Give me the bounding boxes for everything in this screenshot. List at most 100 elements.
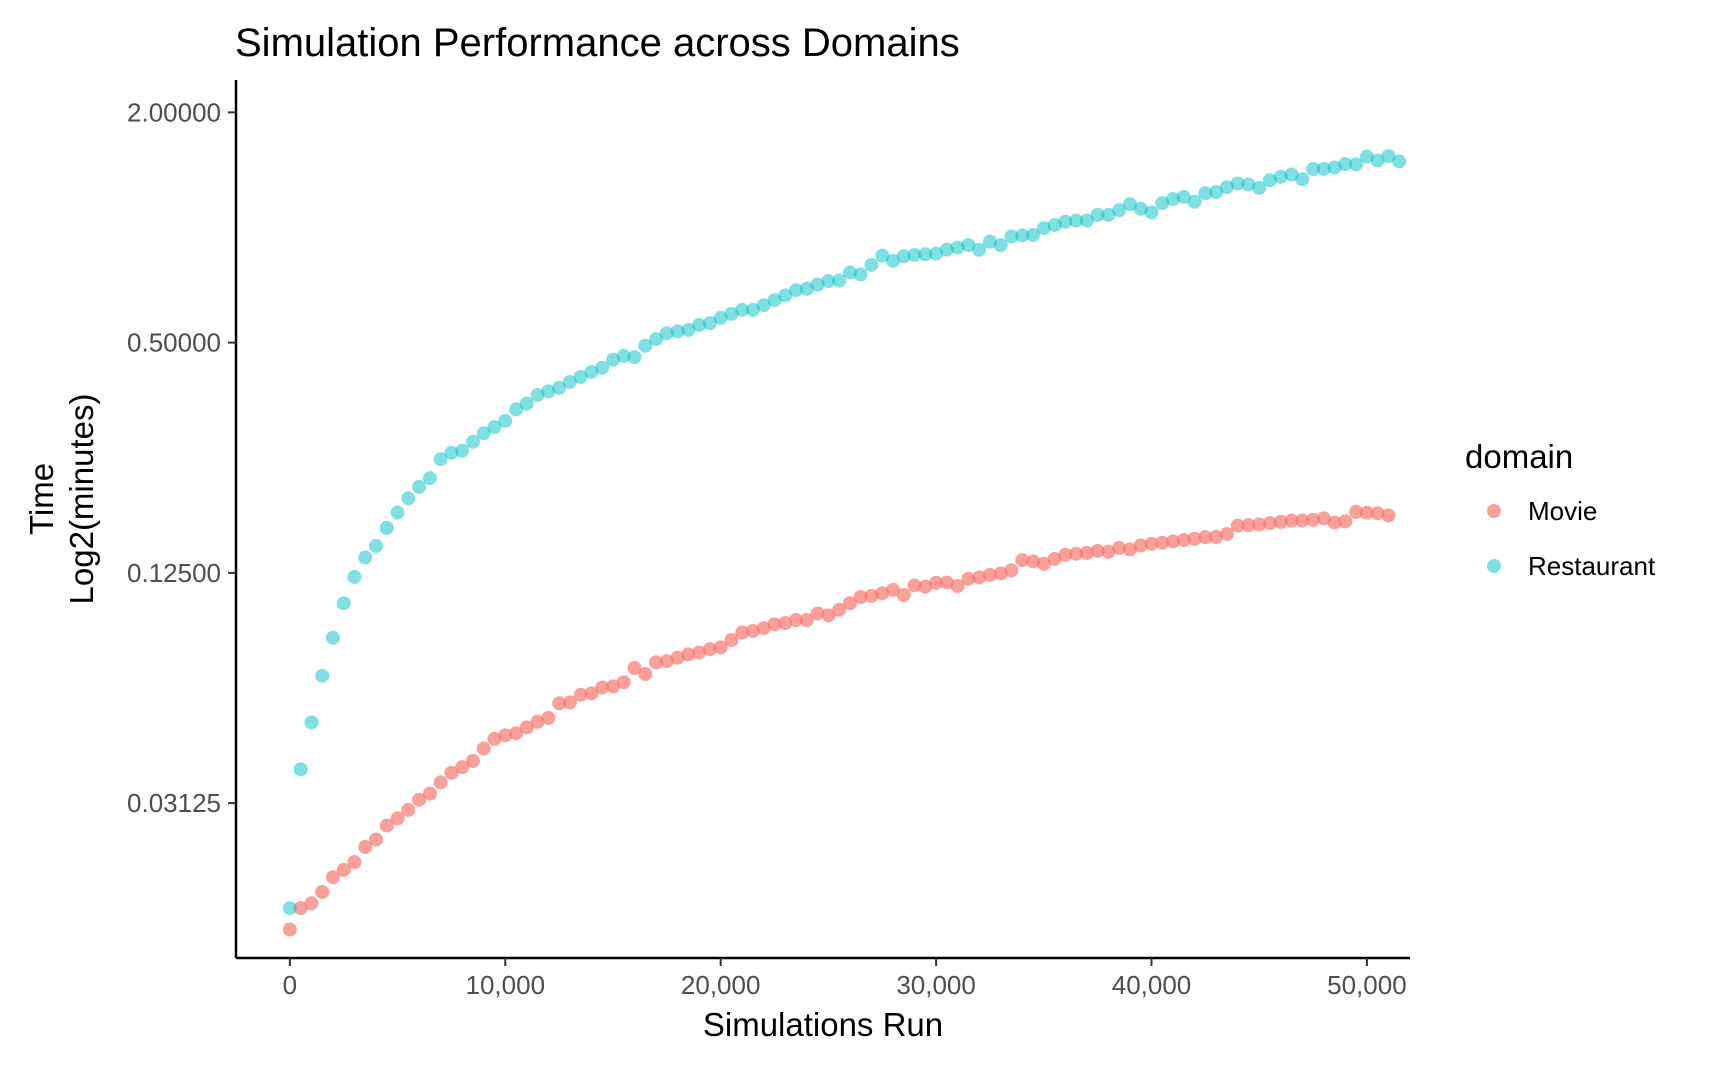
data-point-movie bbox=[519, 720, 534, 735]
data-point-restaurant bbox=[918, 247, 933, 262]
data-point-restaurant bbox=[476, 426, 491, 441]
data-point-restaurant bbox=[821, 274, 836, 289]
data-point-restaurant bbox=[336, 596, 351, 611]
data-point-movie bbox=[584, 686, 599, 701]
data-point-movie bbox=[864, 588, 879, 603]
y-tick-label: 0.12500 bbox=[127, 558, 221, 588]
data-point-restaurant bbox=[724, 306, 739, 321]
data-point-restaurant bbox=[498, 413, 513, 428]
data-point-movie bbox=[433, 775, 448, 790]
data-point-movie bbox=[562, 695, 577, 710]
data-point-movie bbox=[659, 654, 674, 669]
data-point-movie bbox=[1166, 534, 1181, 549]
data-point-restaurant bbox=[875, 248, 890, 263]
data-point-movie bbox=[1262, 516, 1277, 531]
data-point-restaurant bbox=[315, 668, 330, 683]
data-point-restaurant bbox=[465, 434, 480, 449]
data-point-restaurant bbox=[562, 374, 577, 389]
x-tick-label: 40,000 bbox=[1112, 970, 1192, 1000]
data-point-restaurant bbox=[1090, 207, 1105, 222]
data-point-movie bbox=[1252, 517, 1267, 532]
data-point-restaurant bbox=[412, 479, 427, 494]
data-point-movie bbox=[961, 571, 976, 586]
data-point-restaurant bbox=[1069, 213, 1084, 228]
y-axis-ticks: 0.03125 0.12500 0.50000 2.00000 bbox=[127, 97, 236, 818]
data-point-restaurant bbox=[1316, 161, 1331, 176]
data-point-restaurant bbox=[1004, 229, 1019, 244]
data-point-restaurant bbox=[756, 298, 771, 313]
data-point-movie bbox=[1219, 526, 1234, 541]
data-point-movie bbox=[702, 642, 717, 657]
data-point-restaurant bbox=[810, 277, 825, 292]
data-point-movie bbox=[1090, 543, 1105, 558]
data-points bbox=[282, 149, 1407, 937]
data-point-restaurant bbox=[627, 350, 642, 365]
data-point-movie bbox=[1015, 553, 1030, 568]
data-point-restaurant bbox=[1381, 149, 1396, 164]
data-point-movie bbox=[821, 608, 836, 623]
data-point-restaurant bbox=[649, 332, 664, 347]
data-point-movie bbox=[907, 578, 922, 593]
data-point-restaurant bbox=[1198, 186, 1213, 201]
data-point-restaurant bbox=[972, 242, 987, 257]
data-point-restaurant bbox=[1295, 172, 1310, 187]
data-point-movie bbox=[541, 710, 556, 725]
data-point-movie bbox=[605, 679, 620, 694]
data-point-movie bbox=[778, 616, 793, 631]
data-point-restaurant bbox=[1058, 214, 1073, 229]
data-point-movie bbox=[336, 862, 351, 877]
data-point-restaurant bbox=[282, 901, 297, 916]
data-point-movie bbox=[325, 870, 340, 885]
data-point-restaurant bbox=[670, 324, 685, 339]
data-point-movie bbox=[552, 696, 567, 711]
data-point-movie bbox=[476, 741, 491, 756]
data-point-movie bbox=[1112, 540, 1127, 555]
data-point-movie bbox=[853, 589, 868, 604]
data-point-restaurant bbox=[1252, 180, 1267, 195]
data-point-restaurant bbox=[1209, 185, 1224, 200]
data-point-restaurant bbox=[842, 265, 857, 280]
data-point-movie bbox=[972, 570, 987, 585]
data-point-movie bbox=[1306, 512, 1321, 527]
data-point-movie bbox=[724, 633, 739, 648]
data-point-movie bbox=[1241, 518, 1256, 533]
data-point-restaurant bbox=[1359, 149, 1374, 164]
data-point-movie bbox=[950, 578, 965, 593]
y-axis-title: Time Log2(minutes) bbox=[23, 394, 100, 605]
data-point-movie bbox=[1295, 513, 1310, 528]
data-point-restaurant bbox=[1262, 173, 1277, 188]
data-point-restaurant bbox=[778, 288, 793, 303]
data-point-movie bbox=[799, 613, 814, 628]
data-point-restaurant bbox=[1187, 194, 1202, 209]
data-point-movie bbox=[939, 575, 954, 590]
legend-title: domain bbox=[1465, 438, 1573, 475]
data-point-restaurant bbox=[1176, 189, 1191, 204]
data-point-restaurant bbox=[1166, 191, 1181, 206]
data-point-movie bbox=[789, 613, 804, 628]
data-point-restaurant bbox=[552, 380, 567, 395]
data-point-movie bbox=[1155, 535, 1170, 550]
data-point-restaurant bbox=[982, 234, 997, 249]
data-point-movie bbox=[649, 655, 664, 670]
y-axis-title-line-2: Log2(minutes) bbox=[63, 394, 100, 605]
data-point-movie bbox=[573, 687, 588, 702]
data-point-restaurant bbox=[358, 550, 373, 565]
x-axis-ticks: 0 10,000 20,000 30,000 40,000 50,000 bbox=[283, 958, 1407, 1000]
data-point-movie bbox=[993, 566, 1008, 581]
data-point-restaurant bbox=[1047, 217, 1062, 232]
data-point-restaurant bbox=[519, 396, 534, 411]
data-point-restaurant bbox=[444, 445, 459, 460]
data-point-restaurant bbox=[530, 387, 545, 402]
data-point-movie bbox=[455, 760, 470, 775]
data-point-movie bbox=[756, 621, 771, 636]
data-point-movie bbox=[982, 567, 997, 582]
data-point-restaurant bbox=[1079, 213, 1094, 228]
data-point-restaurant bbox=[1241, 177, 1256, 192]
data-point-movie bbox=[1058, 547, 1073, 562]
data-point-movie bbox=[465, 753, 480, 768]
data-point-restaurant bbox=[853, 267, 868, 282]
data-point-movie bbox=[315, 885, 330, 900]
data-point-restaurant bbox=[509, 402, 524, 417]
data-point-restaurant bbox=[799, 281, 814, 296]
